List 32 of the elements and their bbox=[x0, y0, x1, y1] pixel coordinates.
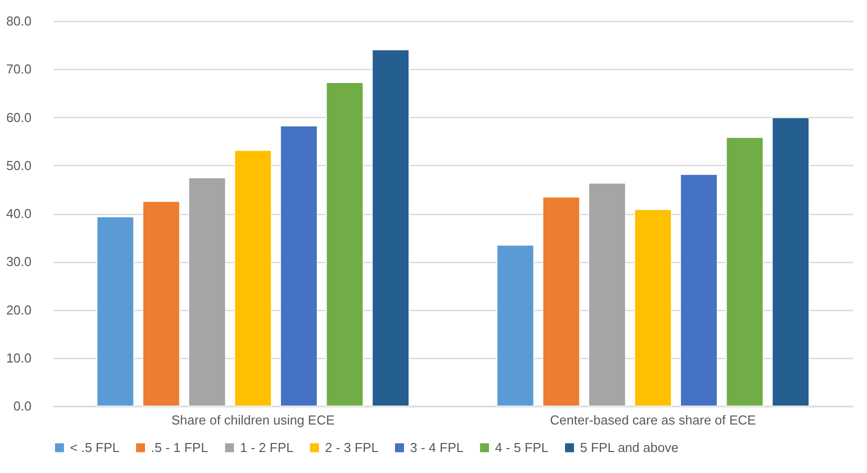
legend-label: 4 - 5 FPL bbox=[495, 440, 548, 455]
legend-label: < .5 FPL bbox=[70, 440, 120, 455]
bar bbox=[542, 196, 580, 406]
bar bbox=[772, 117, 810, 406]
legend-label: 2 - 3 FPL bbox=[325, 440, 378, 455]
bar bbox=[588, 182, 626, 406]
bar bbox=[280, 126, 318, 406]
y-tick-label: 70.0 bbox=[6, 62, 32, 77]
bar bbox=[496, 244, 534, 406]
y-tick-label: 60.0 bbox=[6, 110, 32, 125]
legend-label: 3 - 4 FPL bbox=[410, 440, 464, 455]
y-tick-label: 40.0 bbox=[6, 206, 32, 221]
y-tick-label: 50.0 bbox=[6, 158, 32, 173]
x-tick-label: Share of children using ECE bbox=[171, 412, 335, 428]
bar bbox=[142, 201, 180, 406]
y-tick-label: 10.0 bbox=[6, 350, 32, 366]
x-tick-label: Center-based care as share of ECE bbox=[550, 412, 756, 428]
y-tick-label: 80.0 bbox=[6, 14, 32, 28]
legend-label: 5 FPL and above bbox=[580, 440, 679, 455]
bar bbox=[326, 82, 364, 406]
bar bbox=[234, 150, 272, 406]
legend-label: .5 - 1 FPL bbox=[151, 440, 208, 455]
bar bbox=[372, 49, 410, 406]
bar bbox=[680, 174, 718, 406]
legend-label: 1 - 2 FPL bbox=[240, 440, 294, 455]
bar bbox=[726, 137, 764, 406]
bar bbox=[634, 209, 672, 406]
y-tick-label: 20.0 bbox=[6, 302, 32, 318]
y-tick-label: 0.0 bbox=[13, 398, 32, 414]
bar bbox=[96, 216, 134, 406]
y-tick-label: 30.0 bbox=[6, 254, 32, 270]
bar bbox=[188, 177, 226, 406]
